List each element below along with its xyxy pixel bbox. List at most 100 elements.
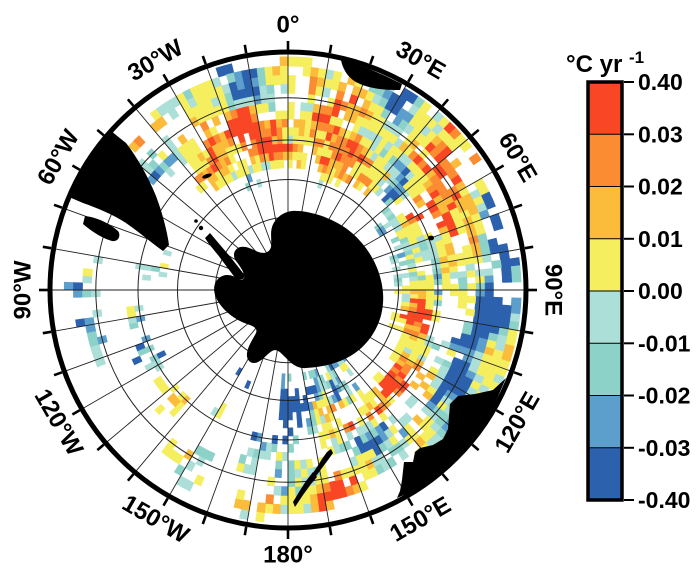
data-cell: [425, 284, 435, 291]
data-cell: [302, 503, 312, 514]
data-cell: [268, 102, 276, 113]
land-antarctic-peninsula: [205, 233, 245, 280]
data-cell: [441, 283, 451, 291]
data-cell: [433, 355, 445, 366]
colorbar-tick-label: -0.02: [638, 383, 690, 409]
data-cell: [280, 388, 285, 397]
data-cell: [300, 160, 307, 170]
data-cell: [281, 373, 286, 382]
data-cell: [396, 251, 406, 259]
data-cell: [155, 115, 168, 129]
data-cell: [269, 119, 278, 129]
data-cell: [468, 152, 482, 166]
data-cell: [287, 404, 293, 413]
data-cell: [431, 209, 442, 220]
data-cell: [131, 355, 143, 366]
data-cell: [265, 75, 275, 86]
data-cell: [152, 375, 164, 386]
data-cell: [351, 382, 361, 392]
data-cell: [235, 489, 246, 501]
colorbar-tick-label: 0.02: [638, 174, 683, 200]
data-cell: [374, 187, 385, 197]
data-cell: [293, 119, 301, 129]
meridian-tick: [71, 164, 81, 171]
data-cell: [448, 265, 459, 274]
colorbar-tick-label: -0.01: [638, 330, 691, 356]
data-cell: [287, 84, 296, 94]
meridian-tick: [71, 409, 81, 416]
data-cell: [425, 279, 435, 286]
data-cell: [458, 289, 468, 297]
data-cell: [276, 127, 283, 137]
colorbar-tick-label: -0.40: [638, 487, 690, 513]
data-cell: [296, 411, 302, 421]
data-cell: [440, 272, 451, 280]
data-cell: [388, 354, 399, 364]
data-cell: [280, 486, 289, 496]
data-cell: [287, 411, 293, 421]
data-cell: [483, 275, 494, 284]
data-cell: [283, 404, 289, 413]
data-cell: [82, 268, 93, 277]
data-cell: [133, 135, 146, 148]
land-new-zealand-north: [311, 449, 333, 479]
island-kerguelen: [428, 235, 434, 241]
colorbar-segment: [588, 134, 622, 188]
data-cell: [266, 84, 275, 95]
data-cell: [291, 403, 297, 413]
colorbar-segment: [588, 343, 622, 397]
data-cell: [483, 296, 494, 305]
data-cell: [238, 453, 248, 465]
meridian-tick: [42, 330, 52, 335]
data-cell: [510, 297, 522, 307]
data-cell: [264, 66, 274, 77]
data-cell: [280, 495, 289, 505]
data-cell: [417, 280, 427, 286]
meridian-tick: [495, 409, 505, 416]
data-cell: [154, 403, 166, 415]
data-cell: [302, 66, 312, 77]
data-cell: [415, 371, 427, 382]
data-cell: [294, 388, 300, 397]
data-cell: [287, 468, 295, 479]
data-cell: [273, 152, 280, 162]
colorbar-segment: [588, 186, 622, 240]
data-cell: [500, 312, 511, 322]
data-cell: [282, 143, 289, 153]
data-cell: [287, 159, 293, 169]
data-cell: [484, 289, 494, 298]
data-cell: [272, 503, 281, 515]
data-cell: [295, 503, 304, 515]
data-cell: [292, 151, 298, 161]
data-cell: [424, 274, 434, 281]
meridian-line: [168, 83, 283, 281]
data-cell: [275, 110, 283, 121]
colorbar-tick-label: -0.03: [638, 435, 690, 461]
data-cell: [449, 283, 460, 291]
data-cell: [415, 198, 427, 209]
data-cell: [400, 272, 410, 279]
land-masses: [69, 60, 506, 507]
data-cell: [261, 102, 270, 113]
colorbar-segment: [588, 447, 622, 501]
data-cell: [282, 419, 289, 429]
meridian-tick: [96, 443, 105, 452]
data-cell: [309, 493, 319, 504]
data-cell: [449, 271, 459, 280]
data-cell: [390, 236, 401, 244]
data-cell: [244, 380, 252, 390]
island-south-georgia: [202, 173, 212, 179]
data-cell: [372, 374, 382, 384]
meridian-tick: [471, 443, 480, 452]
data-cell: [263, 119, 272, 130]
colorbar-segment: [588, 82, 622, 135]
data-cell: [272, 144, 279, 154]
data-cell: [82, 289, 92, 298]
meridian-tick: [42, 245, 52, 250]
data-cell: [246, 447, 255, 458]
land-new-zealand-south: [293, 472, 317, 507]
data-cell: [273, 485, 282, 496]
meridian-tick: [126, 473, 135, 482]
data-cell: [293, 459, 301, 470]
